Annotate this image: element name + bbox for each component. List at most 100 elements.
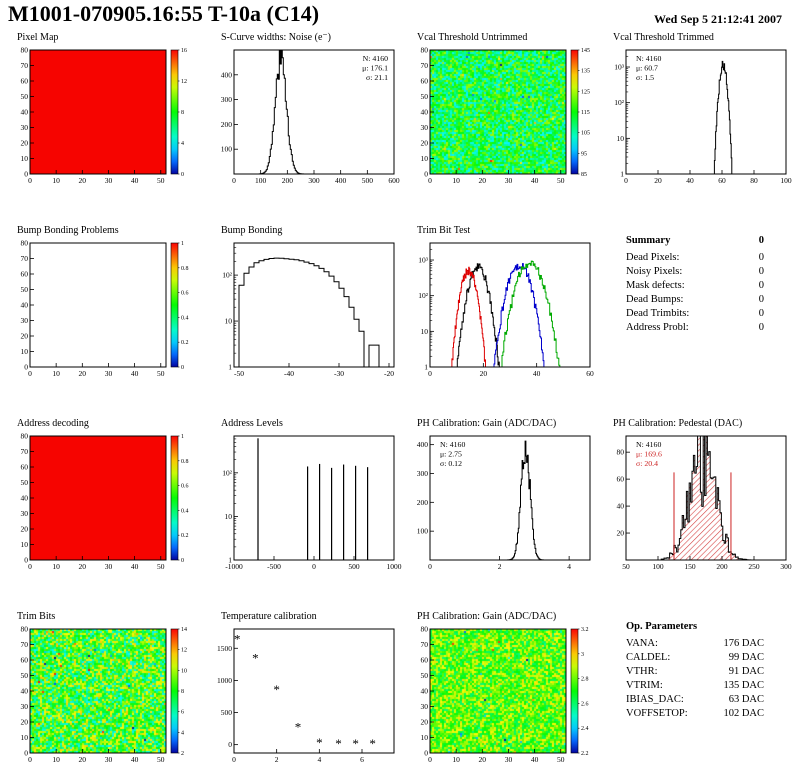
svg-text:10³: 10³ <box>614 63 625 72</box>
svg-text:95: 95 <box>581 151 587 157</box>
heatmap-canvas <box>430 629 566 753</box>
svg-text:0: 0 <box>424 170 428 179</box>
chart-svg: 0 10 20 30 40 50 0 10 20 30 40 50 60 70 80 14 12 10 8 6 4 2 <box>21 625 188 765</box>
svg-text:40: 40 <box>21 687 29 696</box>
svg-text:145: 145 <box>581 48 590 54</box>
panel-summary: Summary 0 Dead Pixels: 0 Noisy Pixels: 0 Mas… <box>626 234 764 335</box>
svg-text:4: 4 <box>317 755 321 764</box>
svg-text:0: 0 <box>312 562 316 571</box>
op-parameter-rows: VANA: 176 DAC CALDEL: 99 DAC VTHR: 91 DAC VTRI… <box>626 637 764 721</box>
chart-svg: 0 10 20 30 40 50 0 10 20 30 40 50 60 70 80 3.2 3 2.8 2.6 2.… <box>421 625 589 765</box>
panel-ph-gain-map: PH Calibration: Gain (ADC/DAC) 0 10 20 30 40… <box>404 611 600 769</box>
heatmap-canvas <box>30 629 166 753</box>
svg-text:60: 60 <box>421 77 429 86</box>
svg-text:10: 10 <box>52 562 60 571</box>
chart-svg: 0 20 40 60 1 10 10² 10³ <box>418 242 594 378</box>
row-value: 176 DAC <box>723 638 764 649</box>
svg-text:400: 400 <box>335 176 347 185</box>
svg-text:*: * <box>369 736 376 751</box>
panel-scurve-noise: S-Curve widths: Noise (e⁻) 0 100 200 300 400… <box>208 32 404 190</box>
svg-text:70: 70 <box>21 61 29 70</box>
svg-text:1: 1 <box>620 170 624 179</box>
svg-text:1000: 1000 <box>387 562 402 571</box>
svg-text:60: 60 <box>586 369 594 378</box>
svg-text:40: 40 <box>421 108 429 117</box>
svg-text:*: * <box>273 682 280 697</box>
svg-text:0: 0 <box>28 755 32 764</box>
svg-text:50: 50 <box>421 671 429 680</box>
svg-text:6: 6 <box>181 710 184 716</box>
row-label: Dead Trimbits: <box>626 308 690 319</box>
svg-text:10: 10 <box>421 733 429 742</box>
svg-text:80: 80 <box>421 46 429 55</box>
svg-text:8: 8 <box>181 110 184 116</box>
svg-text:-1000: -1000 <box>225 562 243 571</box>
svg-text:40: 40 <box>131 176 139 185</box>
svg-text:0: 0 <box>428 755 432 764</box>
chart-svg: * * * * * * * * 0 2 4 6 0 500 1000 1500 <box>217 628 395 764</box>
panel-trim-bits: Trim Bits 0 10 20 30 40 50 0 10 20 30 40 50 60 70 80 14… <box>4 611 200 769</box>
svg-text:70: 70 <box>21 447 29 456</box>
bump-bonding-plot: -50 -40 -30 -20 1 10 10² <box>208 237 404 383</box>
svg-text:200: 200 <box>221 120 233 129</box>
svg-text:60: 60 <box>21 270 29 279</box>
row-value: 63 DAC <box>728 694 764 705</box>
svg-text:12: 12 <box>181 79 187 85</box>
svg-text:20: 20 <box>21 139 29 148</box>
svg-text:20: 20 <box>479 755 487 764</box>
svg-text:50: 50 <box>622 562 630 571</box>
svg-text:50: 50 <box>557 755 565 764</box>
svg-text:8: 8 <box>181 689 184 695</box>
svg-text:30: 30 <box>505 755 513 764</box>
svg-text:0.4: 0.4 <box>181 315 189 321</box>
svg-text:50: 50 <box>157 369 165 378</box>
row-label: VTRIM: <box>626 680 663 691</box>
svg-text:60: 60 <box>21 77 29 86</box>
svg-text:20: 20 <box>79 755 87 764</box>
svg-text:N: 4160: N: 4160 <box>363 54 388 63</box>
svg-text:16: 16 <box>181 48 187 54</box>
svg-text:*: * <box>234 632 241 647</box>
bump-problems-plot: 0 10 20 30 40 50 0 10 20 30 40 50 60 70 80 1 0.8 0.6 0.4 0.… <box>4 237 200 383</box>
svg-text:1: 1 <box>181 241 184 247</box>
chart-svg: 0 10 20 30 40 50 0 10 20 30 40 50 60 70 80 145 135 125 115… <box>421 46 591 186</box>
svg-text:40: 40 <box>531 755 539 764</box>
vcal-untrimmed-plot: 0 10 20 30 40 50 0 10 20 30 40 50 60 70 80 145 135 125 115… <box>404 44 600 190</box>
scurve-noise-plot: 0 100 200 300 400 500 600 100 200 300 400 N: 4160 μ:… <box>208 44 404 190</box>
svg-text:1: 1 <box>228 556 232 565</box>
svg-text:0: 0 <box>428 176 432 185</box>
svg-text:100: 100 <box>255 176 266 185</box>
svg-text:80: 80 <box>750 176 758 185</box>
panel-vcal-trimmed: Vcal Threshold Trimmed 0 20 40 60 80 100 1 10 10… <box>600 32 796 190</box>
svg-text:-500: -500 <box>267 562 281 571</box>
svg-text:40: 40 <box>131 562 139 571</box>
table-row: VTRIM: 135 DAC <box>626 679 764 693</box>
svg-text:30: 30 <box>21 509 29 518</box>
panel-bump-bonding: Bump Bonding -50 -40 -30 -20 1 10 10² <box>208 225 404 383</box>
svg-text:30: 30 <box>105 369 113 378</box>
svg-text:80: 80 <box>21 432 29 441</box>
row-label: Address Probl: <box>626 322 689 333</box>
svg-text:10: 10 <box>452 755 460 764</box>
row-value: 0 <box>758 308 764 319</box>
svg-text:300: 300 <box>780 562 792 571</box>
svg-text:10: 10 <box>21 540 29 549</box>
svg-text:60: 60 <box>21 656 29 665</box>
chart-title: Vcal Threshold Trimmed <box>613 32 714 43</box>
table-row: IBIAS_DAC: 63 DAC <box>626 693 764 707</box>
svg-text:30: 30 <box>21 702 29 711</box>
svg-text:40: 40 <box>617 502 625 511</box>
svg-text:40: 40 <box>21 108 29 117</box>
table-row: Dead Trimbits: 0 <box>626 307 764 321</box>
svg-text:30: 30 <box>421 702 429 711</box>
svg-text:20: 20 <box>480 369 488 378</box>
svg-text:400: 400 <box>221 70 233 79</box>
svg-text:300: 300 <box>308 176 320 185</box>
svg-text:20: 20 <box>21 332 29 341</box>
svg-text:0.6: 0.6 <box>181 484 189 490</box>
svg-text:*: * <box>352 736 359 751</box>
svg-text:70: 70 <box>21 254 29 263</box>
svg-text:10: 10 <box>617 134 625 143</box>
chart-svg: -50 -40 -30 -20 1 10 10² <box>222 242 395 378</box>
